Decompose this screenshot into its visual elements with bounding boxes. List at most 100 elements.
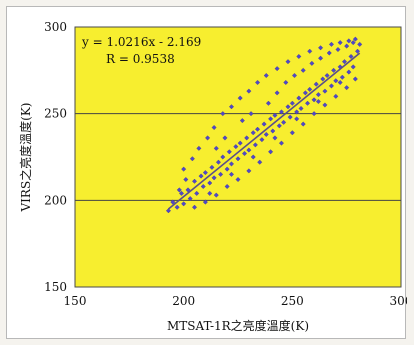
scatter-point	[229, 104, 234, 110]
scatter-point	[335, 47, 341, 53]
scatter-point	[307, 86, 313, 92]
scatter-point	[278, 109, 284, 115]
scatter-point	[176, 187, 182, 193]
equation-label: y = 1.0216x - 2.169	[81, 35, 201, 49]
y-tick-label: 250	[44, 107, 67, 121]
scatter-point	[344, 43, 350, 49]
scatter-point	[287, 114, 293, 120]
scatter-point	[213, 145, 219, 151]
scatter-point	[165, 208, 171, 214]
scatter-point	[207, 190, 213, 196]
scatter-point	[268, 149, 274, 155]
scatter-point	[315, 99, 321, 105]
y-tick-label: 200	[44, 193, 67, 207]
scatter-point	[328, 83, 334, 89]
scatter-point	[248, 111, 254, 117]
scatter-point	[194, 190, 200, 196]
chart-frame: 150 200 250 300 150 200 250 300 y = 1.0216x - 2…	[6, 6, 407, 339]
scatter-point	[294, 116, 300, 122]
scatter-point	[289, 130, 295, 136]
scatter-point	[300, 121, 306, 127]
y-axis-title: VIRS之亮度溫度(K)	[18, 103, 33, 213]
scatter-point	[229, 171, 234, 177]
scatter-point	[211, 175, 217, 181]
x-tick-label: 200	[172, 294, 195, 308]
scatter-point	[263, 131, 269, 137]
scatter-point	[224, 166, 230, 172]
scatter-chart: 150 200 250 300 150 200 250 300 y = 1.0216x - 2…	[18, 20, 407, 333]
trend-layer	[167, 52, 361, 210]
scatter-point	[224, 183, 230, 189]
scatter-point	[220, 111, 226, 117]
scatter-point	[311, 111, 317, 117]
scatter-point	[259, 137, 265, 143]
scatter-point	[174, 204, 180, 210]
scatter-point	[270, 128, 276, 134]
x-tick-label: 250	[281, 294, 304, 308]
scatter-point	[274, 66, 280, 72]
scatter-point	[285, 104, 291, 110]
scatter-point	[272, 135, 278, 141]
scatter-point	[342, 59, 347, 65]
scatter-point	[239, 118, 245, 124]
scatter-point	[307, 48, 313, 54]
scatter-point	[294, 109, 300, 115]
scatter-point	[313, 81, 319, 87]
scatter-point	[179, 190, 184, 196]
scatter-point	[315, 92, 321, 98]
scatter-point	[331, 67, 337, 73]
trend-line	[167, 52, 361, 210]
scatter-point	[348, 53, 354, 59]
scatter-point	[339, 74, 345, 80]
scatter-point	[322, 88, 328, 94]
scatter-point	[322, 102, 328, 108]
scatter-point	[187, 196, 193, 202]
grid-layer	[75, 113, 401, 201]
scatter-point	[242, 151, 247, 157]
scatter-point	[281, 119, 287, 125]
scatter-point	[333, 93, 339, 99]
r-value-label: R = 0.9538	[106, 52, 175, 66]
scatter-point	[274, 90, 280, 96]
scatter-point	[333, 78, 339, 84]
scatter-point	[296, 95, 302, 101]
scatter-point	[255, 126, 261, 132]
scatter-point	[352, 36, 358, 42]
scatter-point	[213, 192, 219, 198]
scatter-point	[263, 73, 269, 79]
y-tick-label: 300	[44, 20, 67, 34]
scatter-point	[285, 59, 291, 65]
scatter-point	[189, 156, 195, 162]
scatter-point	[320, 76, 326, 82]
scatter-point	[207, 180, 213, 186]
scatter-point	[211, 125, 217, 131]
scatter-point	[268, 116, 274, 122]
scatter-point	[255, 79, 261, 85]
scatter-point	[326, 50, 332, 56]
scatter-point	[229, 161, 234, 167]
scatter-point	[292, 73, 297, 79]
scatter-point	[300, 67, 306, 73]
scatter-point	[192, 178, 198, 184]
scatter-point	[185, 187, 191, 193]
scatter-point	[350, 64, 356, 70]
scatter-point	[202, 170, 208, 176]
scatter-point	[337, 79, 343, 85]
scatter-point	[198, 173, 204, 179]
x-tick-label: 300	[390, 294, 407, 308]
scatter-point	[181, 166, 187, 172]
scatter-point	[318, 45, 324, 51]
scatter-point	[265, 100, 271, 106]
scatter-point	[305, 100, 311, 106]
scatter-point	[298, 105, 304, 111]
scatter-point	[309, 60, 315, 66]
scatter-point	[209, 164, 215, 170]
scatter-point	[352, 76, 358, 82]
scatter-point	[226, 149, 232, 155]
scatter-point	[244, 135, 250, 141]
scatter-point	[246, 168, 252, 174]
scatter-point	[302, 90, 308, 96]
scatter-point	[296, 53, 302, 59]
scatter-point	[200, 183, 206, 189]
scatter-point	[237, 95, 243, 101]
